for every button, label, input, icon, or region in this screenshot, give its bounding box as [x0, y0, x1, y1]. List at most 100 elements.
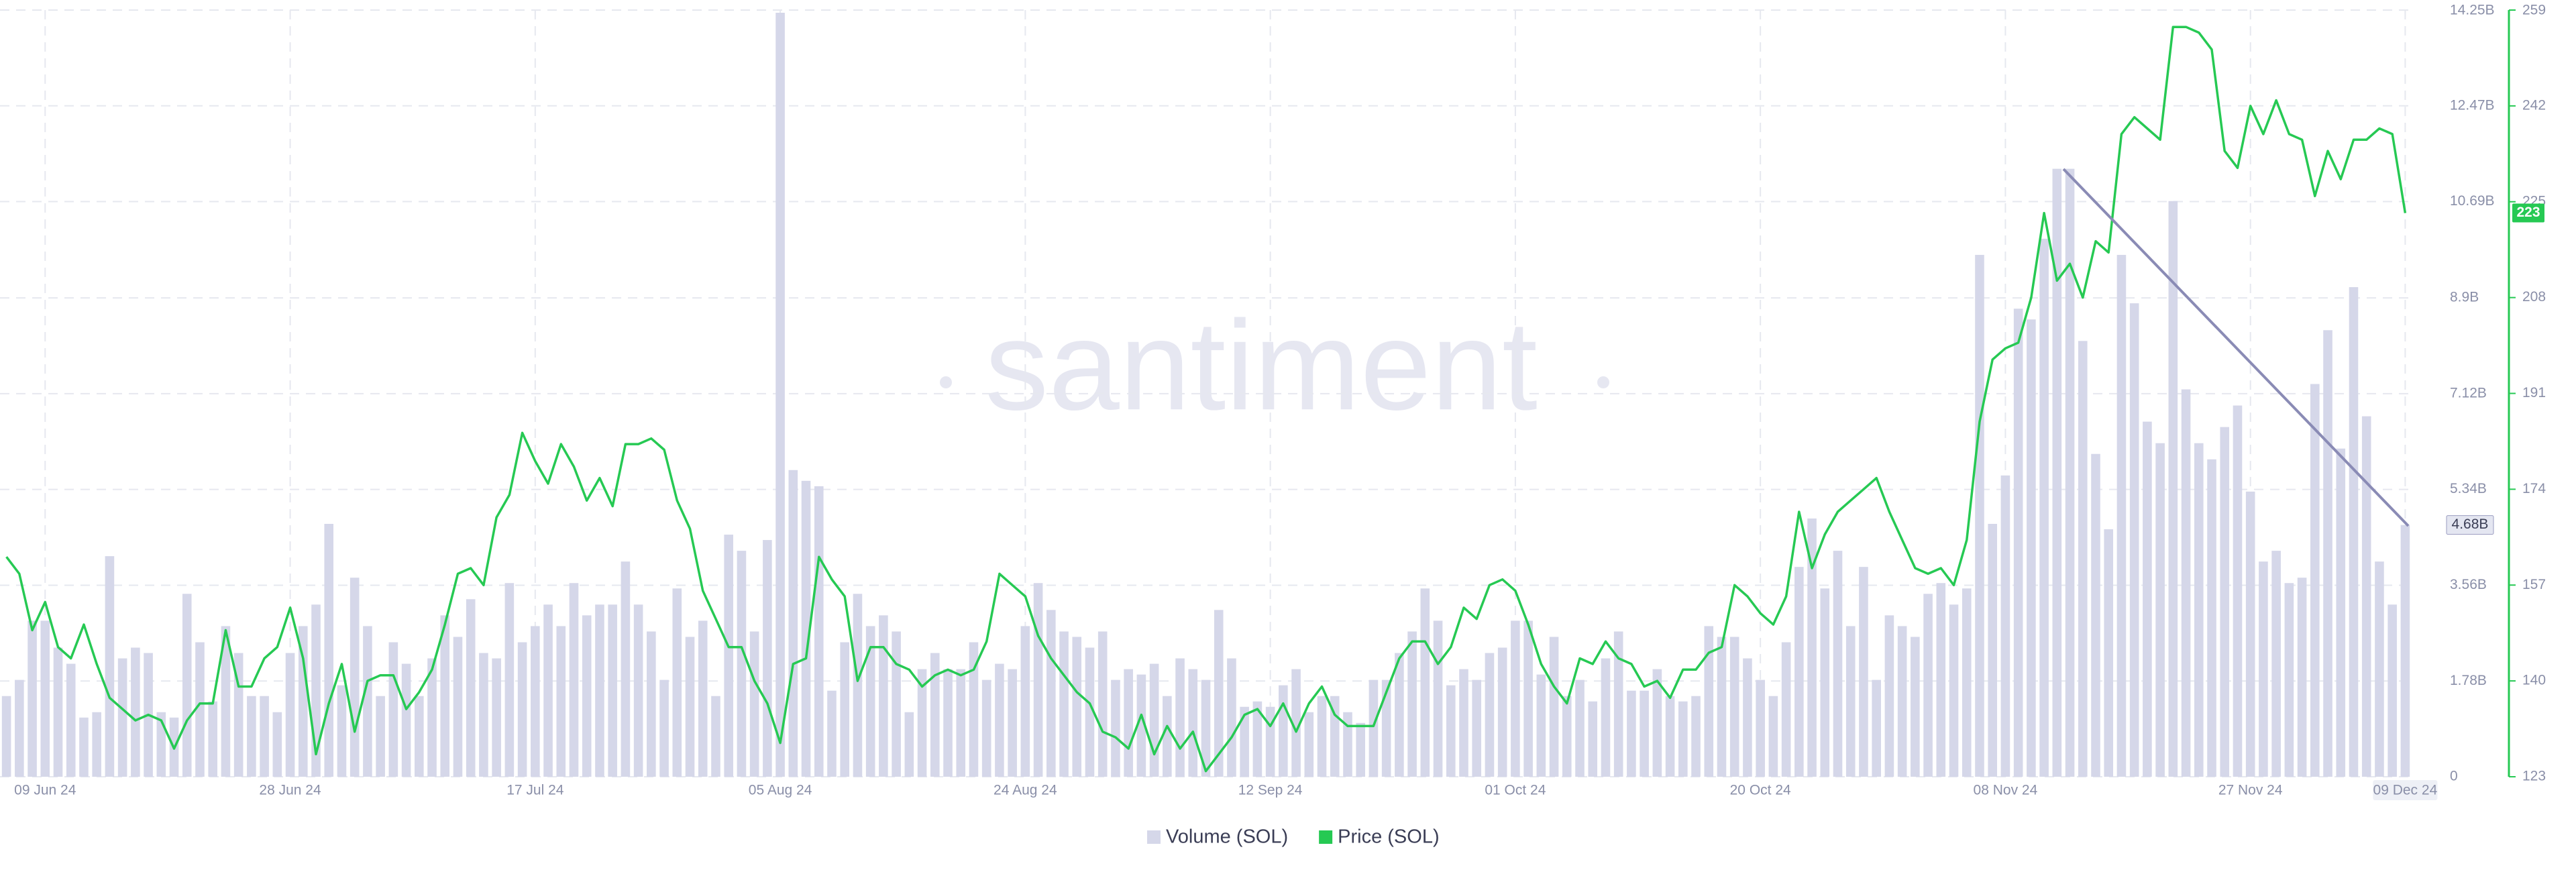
- volume-bar: [2078, 341, 2088, 777]
- volume-bar: [1252, 701, 1263, 777]
- volume-bar: [763, 540, 772, 777]
- volume-bar: [1640, 690, 1649, 777]
- volume-bar: [1549, 637, 1559, 777]
- volume-bar: [2143, 421, 2152, 777]
- axes: 0 1.78B 3.56B 5.34B 7.12B 8.9B 10.69B 12.47B 14.…: [14, 3, 2546, 800]
- volume-bar: [2271, 551, 2281, 777]
- volume-bar: [131, 647, 140, 777]
- volume-bar: [853, 594, 863, 777]
- volume-bar: [879, 615, 888, 777]
- x-tick-label: 24 Aug 24: [994, 783, 1057, 798]
- volume-bar: [28, 620, 37, 777]
- legend-label[interactable]: Price (SOL): [1338, 826, 1439, 848]
- volume-bar: [2310, 384, 2320, 777]
- volume-bar: [414, 696, 424, 777]
- volume-bar: [2091, 453, 2100, 777]
- volume-bar: [182, 594, 192, 777]
- y2-tick-label: 157: [2522, 577, 2546, 592]
- volume-bar: [1756, 679, 1765, 777]
- volume-bar: [272, 712, 282, 777]
- legend-swatch[interactable]: [1147, 830, 1161, 844]
- volume-bar: [517, 642, 527, 777]
- volume-bar: [233, 653, 244, 777]
- volume-bar: [504, 583, 515, 777]
- volume-bar: [1317, 696, 1327, 777]
- y2-tick-label: 259: [2522, 3, 2546, 18]
- y2-tick-label: 140: [2522, 673, 2546, 688]
- volume-bar: [569, 583, 579, 777]
- volume-bar: [1588, 701, 1598, 777]
- volume-bar: [969, 642, 979, 777]
- volume-bar: [2361, 416, 2371, 777]
- volume-bar: [1601, 658, 1611, 777]
- volume-bar: [440, 615, 450, 777]
- volume-bar: [788, 470, 798, 777]
- volume-bar: [711, 696, 720, 777]
- volume-bar: [1729, 637, 1739, 777]
- volume-bar: [1975, 254, 1984, 777]
- volume-bar: [2181, 389, 2191, 777]
- volume-bar: [2155, 443, 2165, 777]
- watermark-dot: [1597, 376, 1609, 388]
- price-badge: [2512, 203, 2544, 223]
- x-tick-label: 17 Jul 24: [506, 783, 564, 798]
- volume-bar: [363, 626, 372, 777]
- volume-bar: [1395, 653, 1404, 777]
- volume-bar: [2129, 303, 2139, 777]
- volume-bar: [1008, 669, 1017, 777]
- volume-bar: [930, 653, 940, 777]
- volume-bar: [2375, 561, 2384, 777]
- volume-bar: [749, 631, 759, 777]
- volume-bar: [1768, 696, 1778, 777]
- volume-bar: [2194, 443, 2204, 777]
- volume-bar: [1163, 696, 1172, 777]
- legend-label[interactable]: Volume (SOL): [1166, 826, 1288, 848]
- y-tick-label: 5.34B: [2450, 481, 2487, 496]
- volume-bar: [195, 642, 205, 777]
- volume-bar: [1884, 615, 1894, 777]
- volume-bar: [1923, 594, 1933, 777]
- volume-bar: [1111, 679, 1120, 777]
- x-tick-label: 09 Dec 24: [2373, 783, 2438, 798]
- volume-bar: [2065, 168, 2075, 777]
- volume-bar: [1472, 679, 1482, 777]
- marks: [1, 13, 2410, 777]
- volume-bar: [1085, 647, 1095, 777]
- volume-bar: [1240, 706, 1249, 777]
- y2-tick-label: 242: [2522, 97, 2546, 113]
- volume-bar: [1227, 658, 1236, 777]
- volume-bar: [582, 615, 592, 777]
- volume-bar: [1343, 712, 1352, 777]
- y-tick-label: 0: [2450, 769, 2458, 784]
- volume-bar: [1368, 679, 1379, 777]
- volume-bar: [1949, 604, 1959, 777]
- watermark-dot: [940, 376, 952, 388]
- volume-bar: [827, 690, 837, 777]
- volume-bar: [1988, 524, 1998, 777]
- volume-bar: [647, 631, 656, 777]
- price-line: [5, 25, 2407, 773]
- volume-bar: [1665, 696, 1675, 777]
- volume-bar: [466, 599, 476, 777]
- x-tick-label: 27 Nov 24: [2218, 783, 2283, 798]
- volume-bar: [2013, 309, 2023, 777]
- volume-bar: [1097, 631, 1108, 777]
- x-tick-label: 01 Oct 24: [1485, 783, 1546, 798]
- volume-bar: [479, 653, 488, 777]
- volume-bar: [1794, 567, 1804, 777]
- volume-bar: [156, 712, 166, 777]
- volume-bar: [492, 658, 501, 777]
- legend-swatch[interactable]: [1319, 830, 1333, 844]
- y2-tick-label: 208: [2522, 289, 2546, 305]
- volume-bar: [388, 642, 398, 777]
- volume-bar: [1807, 518, 1817, 777]
- volume-bar: [2207, 459, 2216, 777]
- volume-bar: [2233, 405, 2243, 777]
- x-tick-label: 08 Nov 24: [1974, 783, 2038, 798]
- volume-bar: [1536, 674, 1546, 777]
- volume-bar: [2387, 604, 2397, 777]
- volume-bar: [981, 679, 991, 777]
- volume-bar: [1911, 637, 1920, 777]
- volume-bar: [995, 663, 1004, 777]
